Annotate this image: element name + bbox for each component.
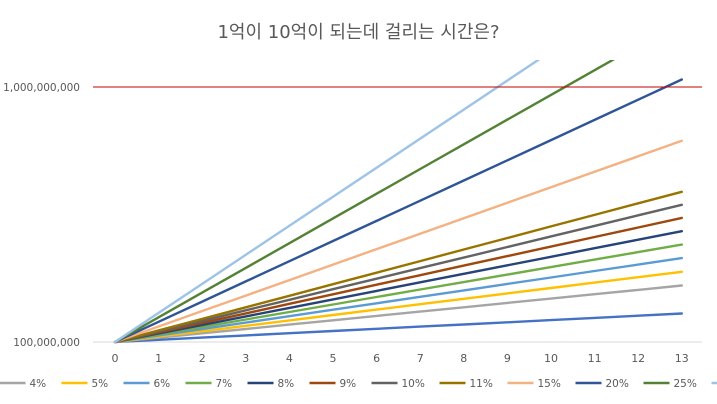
series-line-30%	[113, 60, 541, 344]
chart-title: 1억이 10억이 되는데 걸리는 시간은?	[217, 22, 500, 43]
x-tick-label: 5	[330, 352, 337, 365]
x-tick-label: 2	[199, 352, 206, 365]
y-tick-label: 100,000,000	[13, 337, 80, 349]
x-tick-label: 4	[286, 352, 293, 365]
x-tick-label: 10	[544, 352, 558, 365]
x-tick-label: 13	[675, 352, 689, 365]
legend-label: 15%	[538, 378, 561, 390]
x-tick-label: 3	[242, 352, 249, 365]
y-tick-label: 1,000,000,000	[3, 82, 80, 94]
legend-label: 8%	[278, 378, 295, 390]
x-tick-label: 11	[588, 352, 602, 365]
series-group	[113, 60, 683, 344]
series-line-6%	[113, 256, 683, 344]
series-line-20%	[113, 78, 683, 344]
series-line-4%	[113, 284, 683, 344]
legend-label: 7%	[216, 378, 233, 390]
x-tick-label: 7	[417, 352, 424, 365]
series-line-7%	[113, 243, 683, 344]
series-line-8%	[113, 229, 683, 344]
series-line-10%	[113, 203, 683, 344]
x-tick-label: 1	[155, 352, 162, 365]
x-tick-label: 0	[112, 352, 119, 365]
legend-label: 9%	[340, 378, 357, 390]
series-line-5%	[113, 270, 683, 344]
legend-label: 20%	[606, 378, 629, 390]
series-line-11%	[113, 190, 683, 344]
legend-label: 11%	[470, 378, 493, 390]
x-tick-label: 8	[460, 352, 467, 365]
legend-label: 4%	[30, 378, 47, 390]
x-tick-label: 12	[631, 352, 645, 365]
legend-label: 10%	[402, 378, 425, 390]
legend-label: 5%	[92, 378, 109, 390]
legend-label: 25%	[674, 378, 697, 390]
series-line-2%	[113, 312, 683, 344]
series-line-9%	[113, 216, 683, 344]
series-line-25%	[113, 60, 616, 344]
x-tick-label: 6	[373, 352, 380, 365]
legend-label: 6%	[154, 378, 171, 390]
x-tick-label: 9	[504, 352, 511, 365]
series-line-15%	[113, 139, 683, 344]
